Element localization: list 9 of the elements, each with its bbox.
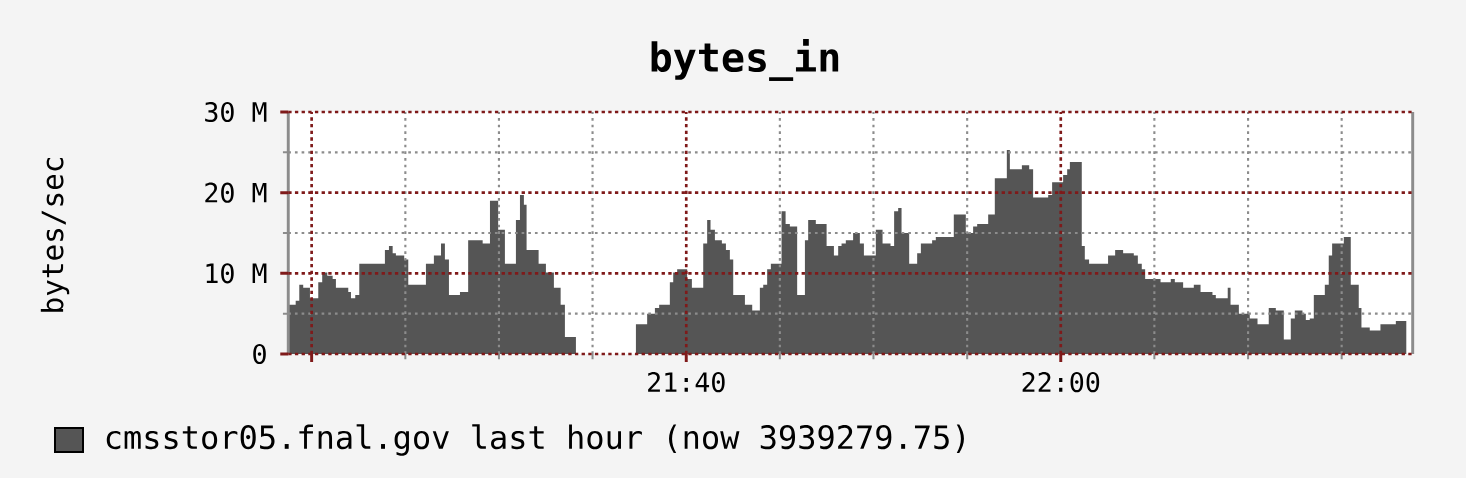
y-tick-label: 10 M [206,263,267,284]
chart-title: bytes_in [651,39,839,81]
y-tick-label: 30 M [205,101,267,123]
y-tick-label: 0 [253,343,266,365]
x-tick-label: 22:00 [1022,372,1100,393]
y-tick-label: 20 M [205,182,267,203]
x-tick-label: 21:40 [648,372,725,393]
y-axis-title: bytes/sec [40,158,70,312]
legend-label: cmsstor05.fnal.gov last hour (now 3939279.75) [106,424,964,456]
